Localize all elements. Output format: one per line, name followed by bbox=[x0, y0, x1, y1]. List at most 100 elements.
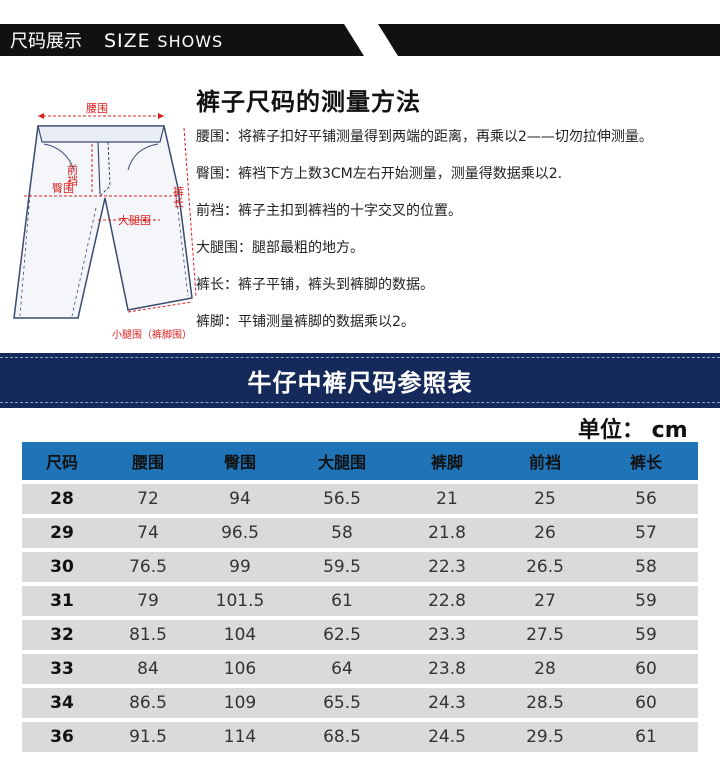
method-item-waist: 腰围：将裤子扣好平铺测量得到两端的距离，再乘以2——切勿拉伸测量。 bbox=[196, 129, 653, 145]
table-row: 33 84 106 64 23.8 28 60 bbox=[22, 650, 698, 686]
cell-waist: 76.5 bbox=[102, 548, 194, 584]
table-header-row: 尺码 腰围 臀围 大腿围 裤脚 前裆 裤长 bbox=[22, 442, 698, 482]
cell-hip: 96.5 bbox=[194, 514, 286, 550]
cell-hem: 23.8 bbox=[398, 650, 496, 686]
cell-front-rise: 26 bbox=[496, 514, 594, 550]
header-title-en-size: SIZE bbox=[104, 30, 151, 52]
size-table: 尺码 腰围 臀围 大腿围 裤脚 前裆 裤长 28 72 94 56.5 21 2… bbox=[22, 442, 698, 752]
cell-hem: 23.3 bbox=[398, 616, 496, 652]
cell-hem: 21 bbox=[398, 480, 496, 516]
cell-front-rise: 25 bbox=[496, 480, 594, 516]
cell-hem: 22.3 bbox=[398, 548, 496, 584]
cell-length: 59 bbox=[594, 582, 698, 618]
method-title: 裤子尺码的测量方法 bbox=[196, 88, 421, 116]
cell-hip: 94 bbox=[194, 480, 286, 516]
diagram-label-hip: 臀围 bbox=[52, 182, 74, 195]
cell-waist: 86.5 bbox=[102, 684, 194, 720]
col-header-front-rise: 前裆 bbox=[496, 442, 594, 482]
cell-front-rise: 27.5 bbox=[496, 616, 594, 652]
cell-size: 34 bbox=[22, 684, 102, 720]
cell-thigh: 56.5 bbox=[286, 480, 398, 516]
cell-thigh: 58 bbox=[286, 514, 398, 550]
method-item-hem: 裤脚：平铺测量裤脚的数据乘以2。 bbox=[196, 314, 415, 330]
cell-hip: 114 bbox=[194, 718, 286, 752]
cell-waist: 79 bbox=[102, 582, 194, 618]
size-chart-title: 牛仔中裤尺码参照表 bbox=[247, 368, 473, 397]
cell-length: 60 bbox=[594, 650, 698, 686]
table-row: 30 76.5 99 59.5 22.3 26.5 58 bbox=[22, 548, 698, 584]
col-header-hem: 裤脚 bbox=[398, 442, 496, 482]
banner-bottom-dashes bbox=[0, 402, 720, 403]
cell-front-rise: 26.5 bbox=[496, 548, 594, 584]
cell-thigh: 65.5 bbox=[286, 684, 398, 720]
method-list: 腰围：将裤子扣好平铺测量得到两端的距离，再乘以2——切勿拉伸测量。 臀围：裤裆下… bbox=[196, 124, 653, 346]
cell-size: 36 bbox=[22, 718, 102, 752]
cell-size: 28 bbox=[22, 480, 102, 516]
cell-length: 56 bbox=[594, 480, 698, 516]
cell-waist: 91.5 bbox=[102, 718, 194, 752]
col-header-waist: 腰围 bbox=[102, 442, 194, 482]
pants-illustration: 腰围 前裆 臀围 裤长 大腿围 小腿围（裤脚围） bbox=[13, 102, 197, 341]
diagram-label-hem: 小腿围（裤脚围） bbox=[112, 328, 192, 341]
header-title: 尺码展示 SIZE SHOWS bbox=[10, 27, 223, 53]
method-item-length: 裤长：裤子平铺，裤头到裤脚的数据。 bbox=[196, 277, 434, 293]
cell-length: 60 bbox=[594, 684, 698, 720]
cell-thigh: 59.5 bbox=[286, 548, 398, 584]
method-item-hip: 臀围：裤裆下方上数3CM左右开始测量，测量得数据乘以2. bbox=[196, 166, 563, 182]
cell-thigh: 68.5 bbox=[286, 718, 398, 752]
cell-hem: 22.8 bbox=[398, 582, 496, 618]
diagram-label-length: 裤长 bbox=[172, 185, 185, 208]
col-header-length: 裤长 bbox=[594, 442, 698, 482]
diagram-label-front-rise: 前裆 bbox=[66, 163, 79, 187]
method-item-front-rise: 前裆：裤子主扣到裤裆的十字交叉的位置。 bbox=[196, 203, 462, 219]
col-header-size: 尺码 bbox=[22, 442, 102, 482]
table-row: 32 81.5 104 62.5 23.3 27.5 59 bbox=[22, 616, 698, 652]
method-item-thigh: 大腿围：腿部最粗的地方。 bbox=[196, 240, 364, 256]
cell-size: 33 bbox=[22, 650, 102, 686]
pants-measurement-diagram: 腰围 前裆 臀围 裤长 大腿围 小腿围（裤脚围） bbox=[0, 98, 210, 348]
cell-hip: 99 bbox=[194, 548, 286, 584]
cell-hem: 24.5 bbox=[398, 718, 496, 752]
banner-top-dashes bbox=[0, 357, 720, 358]
cell-thigh: 64 bbox=[286, 650, 398, 686]
cell-thigh: 62.5 bbox=[286, 616, 398, 652]
cell-hem: 24.3 bbox=[398, 684, 496, 720]
size-chart-banner: 牛仔中裤尺码参照表 bbox=[0, 353, 720, 408]
cell-hip: 109 bbox=[194, 684, 286, 720]
table-row: 28 72 94 56.5 21 25 56 bbox=[22, 480, 698, 516]
cell-size: 31 bbox=[22, 582, 102, 618]
header-title-en-shows: SHOWS bbox=[157, 32, 224, 51]
cell-hip: 106 bbox=[194, 650, 286, 686]
cell-size: 29 bbox=[22, 514, 102, 550]
table-row: 31 79 101.5 61 22.8 27 59 bbox=[22, 582, 698, 618]
cell-length: 58 bbox=[594, 548, 698, 584]
cell-front-rise: 27 bbox=[496, 582, 594, 618]
cell-front-rise: 29.5 bbox=[496, 718, 594, 752]
section-header: 尺码展示 SIZE SHOWS bbox=[0, 24, 720, 56]
cell-length: 59 bbox=[594, 616, 698, 652]
cell-waist: 81.5 bbox=[102, 616, 194, 652]
table-row: 36 91.5 114 68.5 24.5 29.5 61 bbox=[22, 718, 698, 752]
cell-hip: 101.5 bbox=[194, 582, 286, 618]
cell-length: 57 bbox=[594, 514, 698, 550]
unit-label: 单位： cm bbox=[578, 418, 688, 443]
header-title-cn: 尺码展示 bbox=[10, 31, 82, 52]
cell-waist: 74 bbox=[102, 514, 194, 550]
col-header-thigh: 大腿围 bbox=[286, 442, 398, 482]
cell-front-rise: 28.5 bbox=[496, 684, 594, 720]
cell-hem: 21.8 bbox=[398, 514, 496, 550]
header-bar-shape bbox=[0, 24, 720, 56]
cell-front-rise: 28 bbox=[496, 650, 594, 686]
table-row: 34 86.5 109 65.5 24.3 28.5 60 bbox=[22, 684, 698, 720]
cell-size: 30 bbox=[22, 548, 102, 584]
table-row: 29 74 96.5 58 21.8 26 57 bbox=[22, 514, 698, 550]
cell-length: 61 bbox=[594, 718, 698, 752]
cell-size: 32 bbox=[22, 616, 102, 652]
diagram-label-thigh: 大腿围 bbox=[118, 213, 151, 227]
cell-hip: 104 bbox=[194, 616, 286, 652]
col-header-hip: 臀围 bbox=[194, 442, 286, 482]
cell-thigh: 61 bbox=[286, 582, 398, 618]
diagram-label-waist: 腰围 bbox=[86, 102, 108, 115]
cell-waist: 72 bbox=[102, 480, 194, 516]
cell-waist: 84 bbox=[102, 650, 194, 686]
